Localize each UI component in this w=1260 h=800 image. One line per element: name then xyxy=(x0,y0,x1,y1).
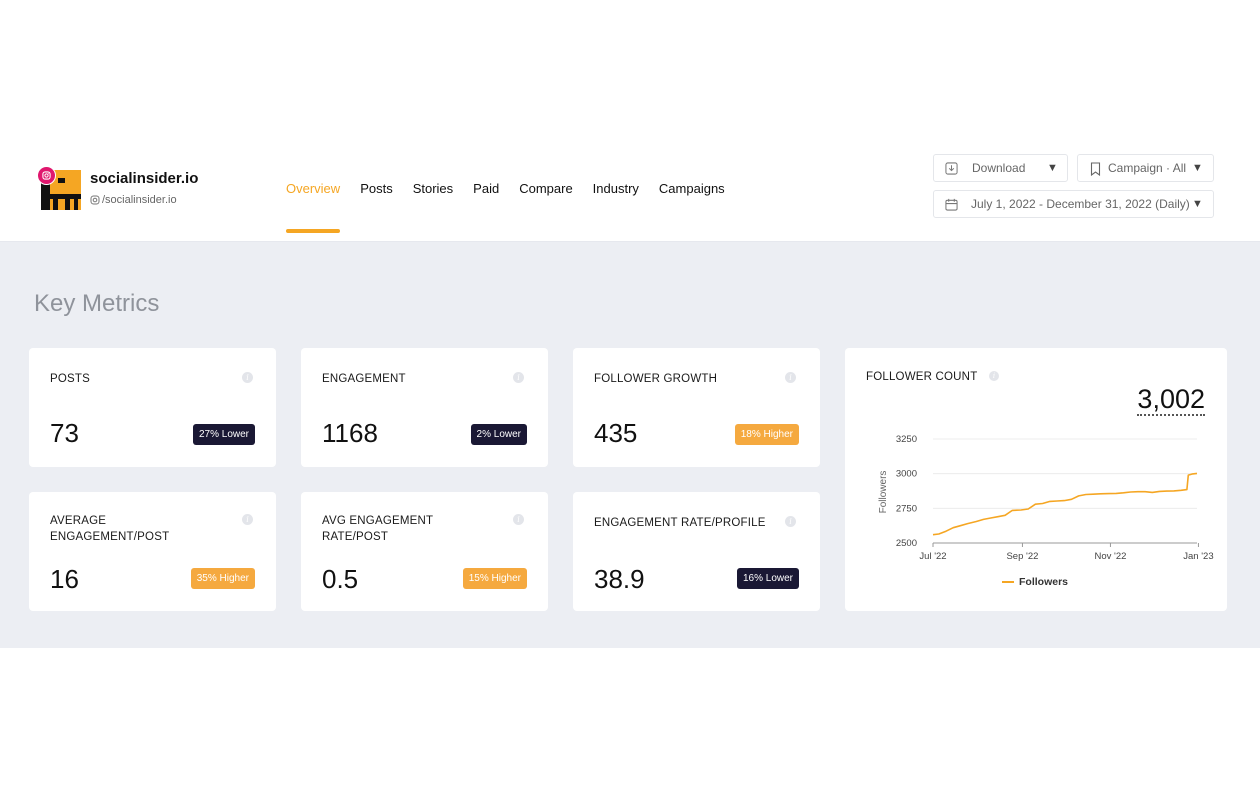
date-range-picker[interactable]: July 1, 2022 - December 31, 2022 (Daily)… xyxy=(933,190,1214,218)
x-tick-label: Jan '23 xyxy=(1183,551,1213,562)
metric-value: 435 xyxy=(594,418,638,448)
campaign-select[interactable]: Campaign · All ▼ xyxy=(1077,154,1214,182)
follower-count-card: FOLLOWER COUNT i 3,002 3250 3000 2750 2500 … xyxy=(845,348,1227,611)
x-tick-label: Sep '22 xyxy=(1006,551,1038,562)
profile-name: socialinsider.io xyxy=(90,170,199,187)
instagram-small-icon xyxy=(90,195,100,205)
status-badge: 35% Higher xyxy=(190,568,255,589)
section-title: Key Metrics xyxy=(34,290,160,317)
x-tick-label: Jul '22 xyxy=(919,551,946,562)
metric-value: 1168 xyxy=(322,418,378,448)
tab-industry[interactable]: Industry xyxy=(592,181,639,196)
metric-card-engagement-rate-profile[interactable]: ENGAGEMENT RATE/PROFILE i 38.9 16% Lower xyxy=(573,492,820,611)
metric-card-follower-growth[interactable]: FOLLOWER GROWTH i 435 18% Higher xyxy=(573,348,820,467)
tab-stories[interactable]: Stories xyxy=(412,181,454,196)
metric-label: AVERAGE ENGAGEMENT/POST xyxy=(50,515,170,543)
metric-card-average-engagement-post[interactable]: AVERAGE ENGAGEMENT/POST i 16 35% Higher xyxy=(29,492,276,611)
chevron-down-icon: ▼ xyxy=(1192,162,1203,174)
metric-label: ENGAGEMENT RATE/PROFILE xyxy=(594,517,766,529)
metric-label: FOLLOWER COUNT xyxy=(866,371,978,383)
main-nav: Overview Posts Stories Paid Compare Indu… xyxy=(286,181,745,196)
campaign-label: Campaign · All xyxy=(1108,161,1187,175)
tab-campaigns[interactable]: Campaigns xyxy=(658,181,725,196)
tab-posts[interactable]: Posts xyxy=(360,181,393,196)
legend-label: Followers xyxy=(1019,576,1068,588)
active-tab-indicator xyxy=(286,229,340,233)
metric-card-posts[interactable]: POSTS i 73 27% Lower xyxy=(29,348,276,467)
profile-handle: /socialinsider.io xyxy=(90,194,177,206)
metric-label: POSTS xyxy=(50,373,90,385)
follower-line-chart: 3250 3000 2750 2500 Jul '22 Sep '22 Nov '22 Ja… xyxy=(878,434,1214,588)
y-axis-label: Followers xyxy=(878,471,889,514)
calendar-icon xyxy=(945,198,958,211)
chevron-down-icon: ▼ xyxy=(1192,198,1203,210)
metric-value: 73 xyxy=(50,418,79,448)
metric-card-avg-engagement-rate-post[interactable]: AVG ENGAGEMENT RATE/POST i 0.5 15% Highe… xyxy=(301,492,548,611)
tab-overview[interactable]: Overview xyxy=(286,181,341,196)
info-icon[interactable]: i xyxy=(242,372,253,383)
tab-compare[interactable]: Compare xyxy=(519,181,573,196)
status-badge: 16% Lower xyxy=(736,568,799,589)
status-badge: 15% Higher xyxy=(462,568,527,589)
download-label: Download xyxy=(972,161,1026,175)
info-icon[interactable]: i xyxy=(242,514,253,525)
metric-value: 16 xyxy=(50,564,79,594)
info-icon[interactable]: i xyxy=(513,514,524,525)
y-tick-label: 2750 xyxy=(896,503,917,514)
status-badge: 18% Higher xyxy=(734,424,799,445)
metric-label: FOLLOWER GROWTH xyxy=(594,373,718,385)
y-tick-label: 3000 xyxy=(896,469,917,480)
metric-value: 38.9 xyxy=(594,564,645,594)
profile-handle-text: /socialinsider.io xyxy=(102,194,177,206)
metric-label: ENGAGEMENT xyxy=(322,373,406,385)
date-range-label: July 1, 2022 - December 31, 2022 (Daily) xyxy=(971,197,1190,211)
x-tick-label: Nov '22 xyxy=(1094,551,1126,562)
follower-count-value: 3,002 xyxy=(1137,384,1205,416)
metric-label: AVG ENGAGEMENT RATE/POST xyxy=(322,515,434,543)
instagram-icon xyxy=(37,166,56,185)
download-button[interactable]: Download ▼ xyxy=(933,154,1068,182)
info-icon[interactable]: i xyxy=(785,516,796,527)
info-icon[interactable]: i xyxy=(785,372,796,383)
info-icon[interactable]: i xyxy=(513,372,524,383)
metric-value: 0.5 xyxy=(322,564,359,594)
y-tick-label: 3250 xyxy=(896,434,917,445)
series-line-followers xyxy=(932,472,1198,536)
metric-card-engagement[interactable]: ENGAGEMENT i 1168 2% Lower xyxy=(301,348,548,467)
tab-paid[interactable]: Paid xyxy=(473,181,500,196)
status-badge: 27% Lower xyxy=(192,424,255,445)
y-tick-label: 2500 xyxy=(896,538,917,549)
bookmark-icon xyxy=(1090,162,1101,176)
download-icon xyxy=(945,162,958,175)
chevron-down-icon: ▼ xyxy=(1047,162,1058,174)
status-badge: 2% Lower xyxy=(470,424,527,445)
info-icon[interactable]: i xyxy=(989,371,999,381)
